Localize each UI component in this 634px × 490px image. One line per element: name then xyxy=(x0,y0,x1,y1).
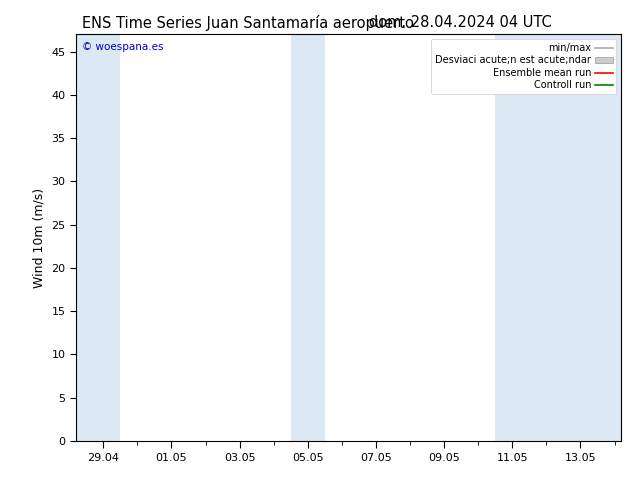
Text: dom. 28.04.2024 04 UTC: dom. 28.04.2024 04 UTC xyxy=(369,15,552,30)
Bar xyxy=(291,34,325,441)
Bar xyxy=(495,34,621,441)
Text: © woespana.es: © woespana.es xyxy=(82,43,163,52)
Bar xyxy=(76,34,120,441)
Y-axis label: Wind 10m (m/s): Wind 10m (m/s) xyxy=(33,188,46,288)
Legend: min/max, Desviaci acute;n est acute;ndar, Ensemble mean run, Controll run: min/max, Desviaci acute;n est acute;ndar… xyxy=(431,39,616,94)
Text: ENS Time Series Juan Santamaría aeropuerto: ENS Time Series Juan Santamaría aeropuer… xyxy=(82,15,414,31)
